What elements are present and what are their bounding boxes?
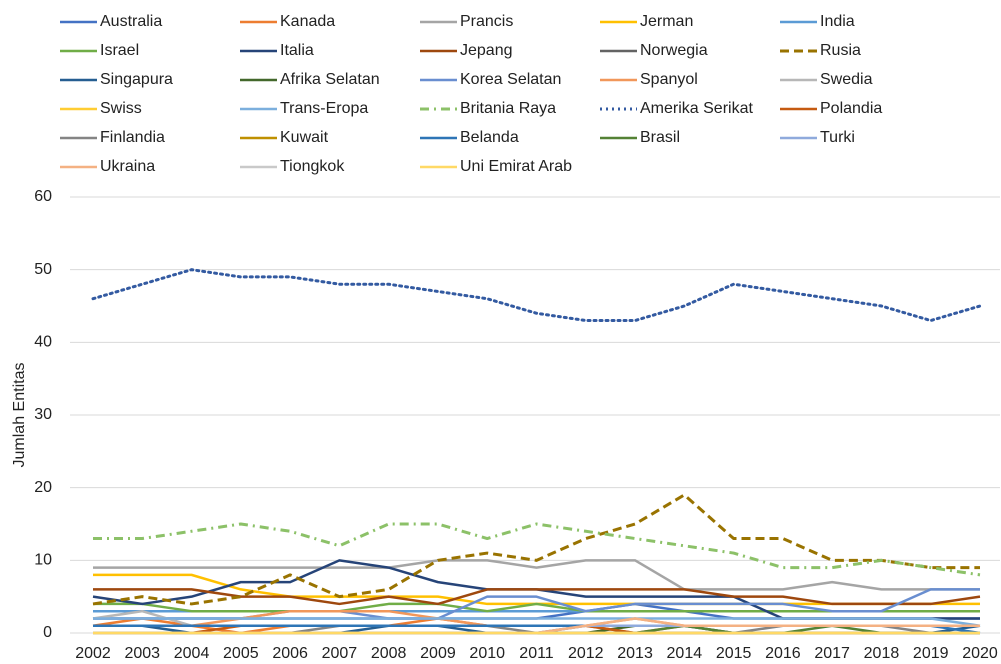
y-tick-label: 0: [43, 624, 52, 641]
x-tick-label: 2005: [223, 645, 259, 662]
legend-label: Italia: [280, 42, 314, 59]
legend-label: Uni Emirat Arab: [460, 158, 572, 175]
x-tick-label: 2020: [962, 645, 998, 662]
x-tick-label: 2017: [814, 645, 850, 662]
legend-label: Australia: [100, 13, 162, 30]
legend-label: Belanda: [460, 129, 519, 146]
y-axis-label: Jumlah Entitas: [11, 363, 28, 468]
series-line: [92, 493, 980, 606]
legend-label: Britania Raya: [460, 100, 556, 117]
x-tick-label: 2010: [469, 645, 505, 662]
x-tick-label: 2002: [75, 645, 111, 662]
x-tick-label: 2004: [174, 645, 210, 662]
x-tick-label: 2018: [864, 645, 900, 662]
legend-label: Jerman: [640, 13, 693, 30]
y-tick-label: 50: [34, 261, 52, 278]
legend-label: Israel: [100, 42, 139, 59]
x-tick-label: 2009: [420, 645, 456, 662]
legend-label: Afrika Selatan: [280, 71, 380, 88]
legend-label: Finlandia: [100, 129, 165, 146]
legend-label: Swedia: [820, 71, 873, 88]
series-line: [93, 522, 981, 577]
x-tick-label: 2007: [322, 645, 358, 662]
series-line: [93, 588, 981, 606]
x-tick-label: 2012: [568, 645, 604, 662]
y-tick-label: 20: [34, 479, 52, 496]
legend-label: Turki: [820, 129, 855, 146]
y-tick-label: 40: [34, 334, 52, 351]
x-tick-label: 2008: [371, 645, 407, 662]
legend-label: Singapura: [100, 71, 173, 88]
x-tick-label: 2016: [765, 645, 801, 662]
legend-label: Polandia: [820, 100, 882, 117]
series-line: [91, 268, 982, 323]
legend-label: Brasil: [640, 129, 680, 146]
legend-label: Ukraina: [100, 158, 155, 175]
legend-label: Spanyol: [640, 71, 698, 88]
series-line: [93, 559, 980, 591]
x-tick-label: 2014: [667, 645, 703, 662]
legend-label: Korea Selatan: [460, 71, 561, 88]
legend-label: Rusia: [820, 42, 861, 59]
y-tick-label: 60: [34, 188, 52, 205]
legend-label: Norwegia: [640, 42, 708, 59]
x-tick-label: 2003: [124, 645, 160, 662]
x-tick-label: 2019: [913, 645, 949, 662]
legend-label: Kuwait: [280, 129, 329, 146]
legend-label: Prancis: [460, 13, 513, 30]
x-tick-label: 2013: [617, 645, 653, 662]
legend-label: India: [820, 13, 855, 30]
series-line: [93, 617, 981, 627]
legend-label: Jepang: [460, 42, 513, 59]
y-tick-label: 10: [34, 552, 52, 569]
x-tick-label: 2006: [272, 645, 308, 662]
y-tick-label: 30: [34, 406, 52, 423]
legend-label: Tiongkok: [280, 158, 345, 175]
x-tick-label: 2015: [716, 645, 752, 662]
legend-label: Kanada: [280, 13, 335, 30]
x-tick-label: 2011: [519, 645, 554, 662]
legend-label: Trans-Eropa: [280, 100, 368, 117]
legend-label: Amerika Serikat: [640, 100, 753, 117]
legend-label: Swiss: [100, 100, 142, 117]
